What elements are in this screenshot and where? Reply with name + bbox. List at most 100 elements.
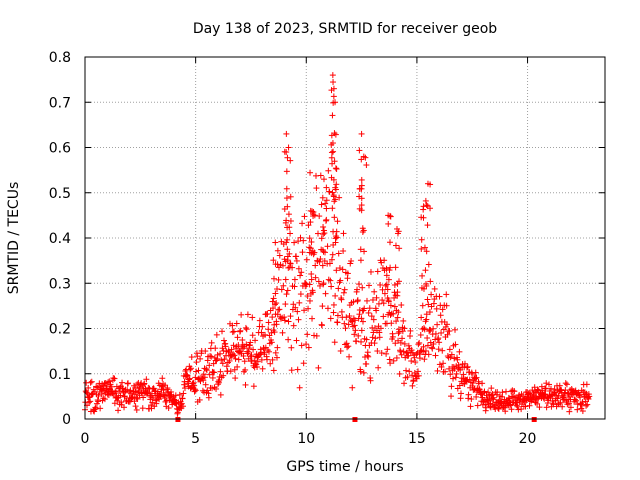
data-point	[268, 339, 275, 346]
data-point	[377, 281, 384, 288]
data-point	[307, 207, 314, 214]
data-point	[196, 396, 203, 403]
data-point	[270, 275, 277, 282]
data-point	[200, 371, 207, 378]
data-point	[503, 388, 510, 395]
data-point	[244, 311, 251, 318]
data-point	[359, 284, 366, 291]
data-point	[534, 386, 541, 393]
data-point	[548, 385, 555, 392]
data-point	[490, 394, 497, 401]
data-point	[310, 208, 317, 215]
data-point	[422, 267, 429, 274]
data-point	[444, 321, 451, 328]
data-point	[116, 388, 123, 395]
data-point	[436, 339, 443, 346]
data-point	[383, 272, 390, 279]
data-point	[245, 348, 252, 355]
data-point	[375, 300, 382, 307]
data-point	[229, 329, 236, 336]
data-point	[349, 384, 356, 391]
data-point	[394, 280, 401, 287]
data-point	[426, 309, 433, 316]
data-point	[87, 379, 94, 386]
data-point	[282, 219, 289, 226]
data-point	[384, 295, 391, 302]
data-point	[230, 351, 237, 358]
data-point	[446, 328, 453, 335]
data-point	[335, 250, 342, 257]
data-point	[206, 362, 213, 369]
data-point	[203, 366, 210, 373]
data-point	[469, 380, 476, 387]
data-point	[219, 360, 226, 367]
data-point	[95, 392, 102, 399]
data-point	[308, 238, 315, 245]
data-point	[422, 347, 429, 354]
data-point	[104, 391, 111, 398]
data-point	[423, 316, 430, 323]
data-point	[119, 379, 126, 386]
data-point	[430, 341, 437, 348]
data-point	[184, 372, 191, 379]
data-point	[469, 370, 476, 377]
data-point	[381, 257, 388, 264]
data-point	[132, 403, 139, 410]
data-point	[332, 292, 339, 299]
data-point	[141, 380, 148, 387]
data-point	[203, 367, 210, 374]
data-point	[320, 223, 327, 230]
x-axis-ticks: 0 5 10 15 20	[81, 57, 536, 447]
data-point	[136, 385, 143, 392]
data-point	[341, 286, 348, 293]
data-point	[232, 355, 239, 362]
data-point	[275, 276, 282, 283]
data-point	[472, 375, 479, 382]
data-point	[185, 376, 192, 383]
data-point	[315, 230, 322, 237]
data-point	[358, 156, 365, 163]
data-point	[117, 392, 124, 399]
data-point	[301, 307, 308, 314]
data-point	[319, 262, 326, 269]
data-point	[111, 375, 118, 382]
data-point	[270, 257, 277, 264]
data-point	[440, 360, 447, 367]
data-point	[318, 322, 325, 329]
data-point	[363, 162, 370, 169]
data-point	[239, 336, 246, 343]
data-point	[423, 248, 430, 255]
data-point	[456, 348, 463, 355]
data-point	[400, 317, 407, 324]
data-point	[326, 260, 333, 267]
data-point	[271, 329, 278, 336]
data-point	[316, 282, 323, 289]
data-point	[557, 399, 564, 406]
data-point	[332, 165, 339, 172]
data-point	[346, 313, 353, 320]
data-point	[181, 385, 188, 392]
data-point	[186, 375, 193, 382]
data-point	[242, 324, 249, 331]
data-point	[324, 243, 331, 250]
data-point	[425, 261, 432, 268]
data-point	[430, 325, 437, 332]
data-point	[407, 327, 414, 334]
data-point	[219, 345, 226, 352]
data-point	[313, 332, 320, 339]
data-point	[415, 372, 422, 379]
data-point	[392, 242, 399, 249]
y-tick-label: 0.3	[49, 276, 71, 292]
data-point	[351, 331, 358, 338]
data-point	[148, 390, 155, 397]
data-point	[443, 302, 450, 309]
data-point	[365, 282, 372, 289]
data-point	[272, 239, 279, 246]
data-point	[468, 396, 475, 403]
data-point	[522, 403, 529, 410]
data-point	[307, 290, 314, 297]
data-point	[321, 230, 328, 237]
y-axis-ticks: 0 0.1 0.2 0.3 0.4 0.5 0.6 0.7 0.8	[49, 50, 605, 428]
data-point	[179, 403, 186, 410]
data-point	[387, 302, 394, 309]
